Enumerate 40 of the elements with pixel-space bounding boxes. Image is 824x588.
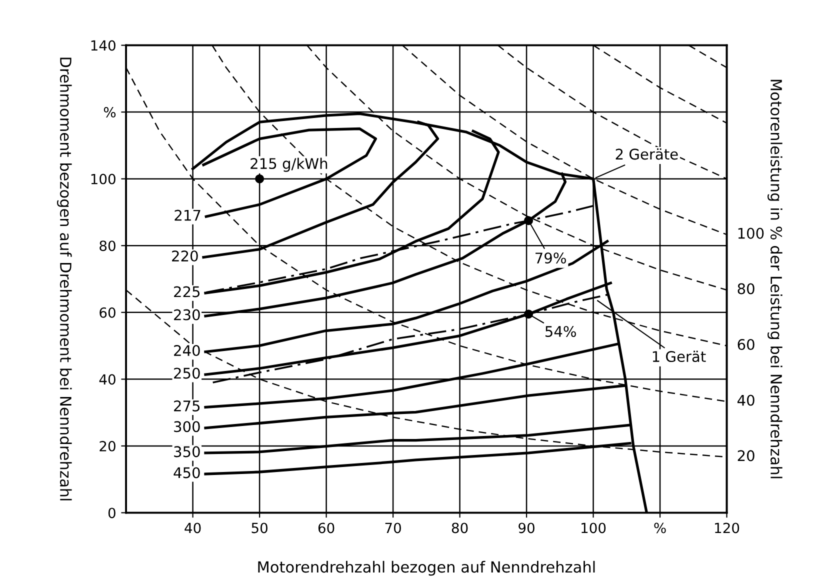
x-tick-label: % — [654, 522, 666, 534]
annotation: 1 Gerät — [652, 350, 706, 362]
y-tick-label: 60 — [100, 307, 116, 318]
y2-axis-title: Motorenleistung in % der Leistung bei Nenndrehzahl — [768, 80, 782, 478]
annotation: 79% — [536, 252, 566, 264]
y-tick-label: 140 — [91, 40, 116, 51]
x-tick-label: 70 — [385, 522, 401, 534]
y-tick-label: 100 — [91, 174, 116, 184]
x-tick-label: 60 — [318, 522, 334, 534]
series-label: 60 — [738, 338, 754, 350]
series-label: 450 — [174, 467, 200, 478]
x-tick-label: 80 — [452, 522, 468, 534]
x-tick-label: 100 — [582, 522, 606, 534]
series-label: 80 — [738, 283, 754, 294]
series-label: 225 — [174, 286, 200, 298]
y-tick-label: 0 — [108, 508, 116, 518]
series-label: 217 — [174, 210, 200, 221]
annotation: 54% — [545, 326, 576, 337]
series-label: 250 — [174, 368, 200, 379]
series-label: 40 — [737, 394, 754, 406]
series-label: 100 — [738, 228, 764, 239]
y-axis-title: Drehmoment bezogen auf Drehmoment bei Nenndrehzahl — [56, 58, 72, 500]
series-label: 220 — [172, 250, 198, 262]
y-tick-label: 80 — [100, 240, 116, 252]
series-label: 240 — [174, 344, 200, 356]
annotation: 215 g/kWh — [250, 158, 328, 172]
series-label: 20 — [738, 450, 754, 462]
x-tick-label: 50 — [252, 522, 268, 534]
y-tick-label: 40 — [99, 374, 116, 385]
series-label: 300 — [174, 421, 200, 432]
x-axis-title: Motorendrehzahl bezogen auf Nenndrehzahl — [258, 560, 595, 576]
series-label: 230 — [174, 309, 200, 320]
y-tick-label: 20 — [100, 440, 116, 452]
series-label: 350 — [174, 446, 200, 458]
x-tick-label: 40 — [184, 522, 201, 534]
y-tick-label: % — [104, 107, 116, 118]
annotation: 2 Geräte — [616, 148, 678, 160]
x-tick-label: 120 — [715, 522, 740, 534]
series-label: 275 — [174, 400, 200, 412]
x-tick-label: 90 — [518, 522, 534, 534]
